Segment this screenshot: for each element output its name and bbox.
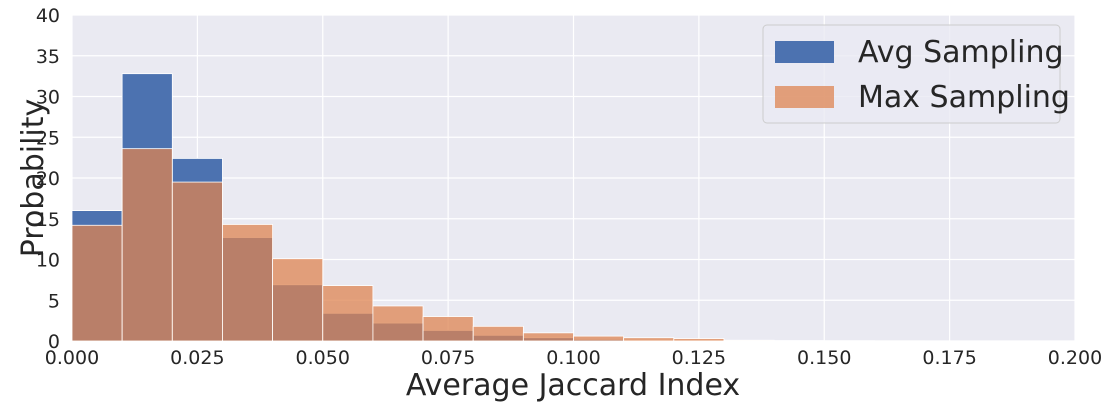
- x-tick-label: 0.175: [922, 347, 976, 369]
- y-tick-label: 40: [36, 5, 60, 27]
- y-tick-label: 10: [36, 250, 60, 272]
- bar-max-sampling: [372, 305, 424, 342]
- legend-label-avg-sampling: Avg Sampling: [858, 35, 1064, 70]
- y-tick-labels: 0 5 10 15 20 25 30 35 40: [36, 5, 60, 353]
- x-tick-label: 0.050: [296, 347, 350, 369]
- y-tick-label: 30: [36, 87, 60, 109]
- x-axis-title: Average Jaccard Index: [406, 368, 740, 403]
- y-tick-label: 25: [36, 127, 60, 149]
- y-tick-label: 5: [48, 290, 60, 312]
- legend-swatch-max-sampling: [775, 86, 834, 108]
- x-tick-label: 0.025: [170, 347, 224, 369]
- legend: Avg Sampling Max Sampling: [762, 24, 1070, 124]
- bar-max-sampling: [171, 181, 223, 342]
- y-tick-label: 20: [36, 168, 60, 190]
- y-axis-title: Probability: [16, 99, 51, 258]
- bar-max-sampling: [121, 148, 173, 342]
- x-tick-label: 0.100: [546, 347, 600, 369]
- series-max-sampling: [71, 148, 1026, 342]
- bar-max-sampling: [322, 285, 374, 342]
- legend-box: [762, 24, 1061, 124]
- y-tick-label: 35: [36, 46, 60, 68]
- x-tick-label: 0.075: [421, 347, 475, 369]
- x-tick-label: 0.125: [672, 347, 726, 369]
- x-tick-labels: 0.000 0.025 0.050 0.075 0.100 0.125 0.150 0.175…: [45, 347, 1102, 369]
- bar-max-sampling: [522, 332, 574, 342]
- bars: [71, 73, 1026, 342]
- bar-max-sampling: [723, 339, 775, 342]
- bar-max-sampling: [673, 338, 725, 342]
- bar-max-sampling: [272, 258, 324, 342]
- x-tick-label: 0.150: [797, 347, 851, 369]
- y-tick-label: 15: [36, 209, 60, 231]
- bar-max-sampling: [222, 224, 273, 342]
- x-tick-label: 0.000: [45, 347, 99, 369]
- legend-label-max-sampling: Max Sampling: [858, 80, 1070, 115]
- bar-max-sampling: [623, 337, 675, 342]
- legend-swatch-avg-sampling: [775, 41, 834, 63]
- bar-max-sampling: [422, 316, 474, 342]
- bar-max-sampling: [472, 325, 524, 342]
- x-tick-label: 0.200: [1048, 347, 1102, 369]
- y-tick-label: 0: [48, 331, 60, 353]
- bar-max-sampling: [71, 224, 123, 342]
- bar-max-sampling: [573, 335, 625, 342]
